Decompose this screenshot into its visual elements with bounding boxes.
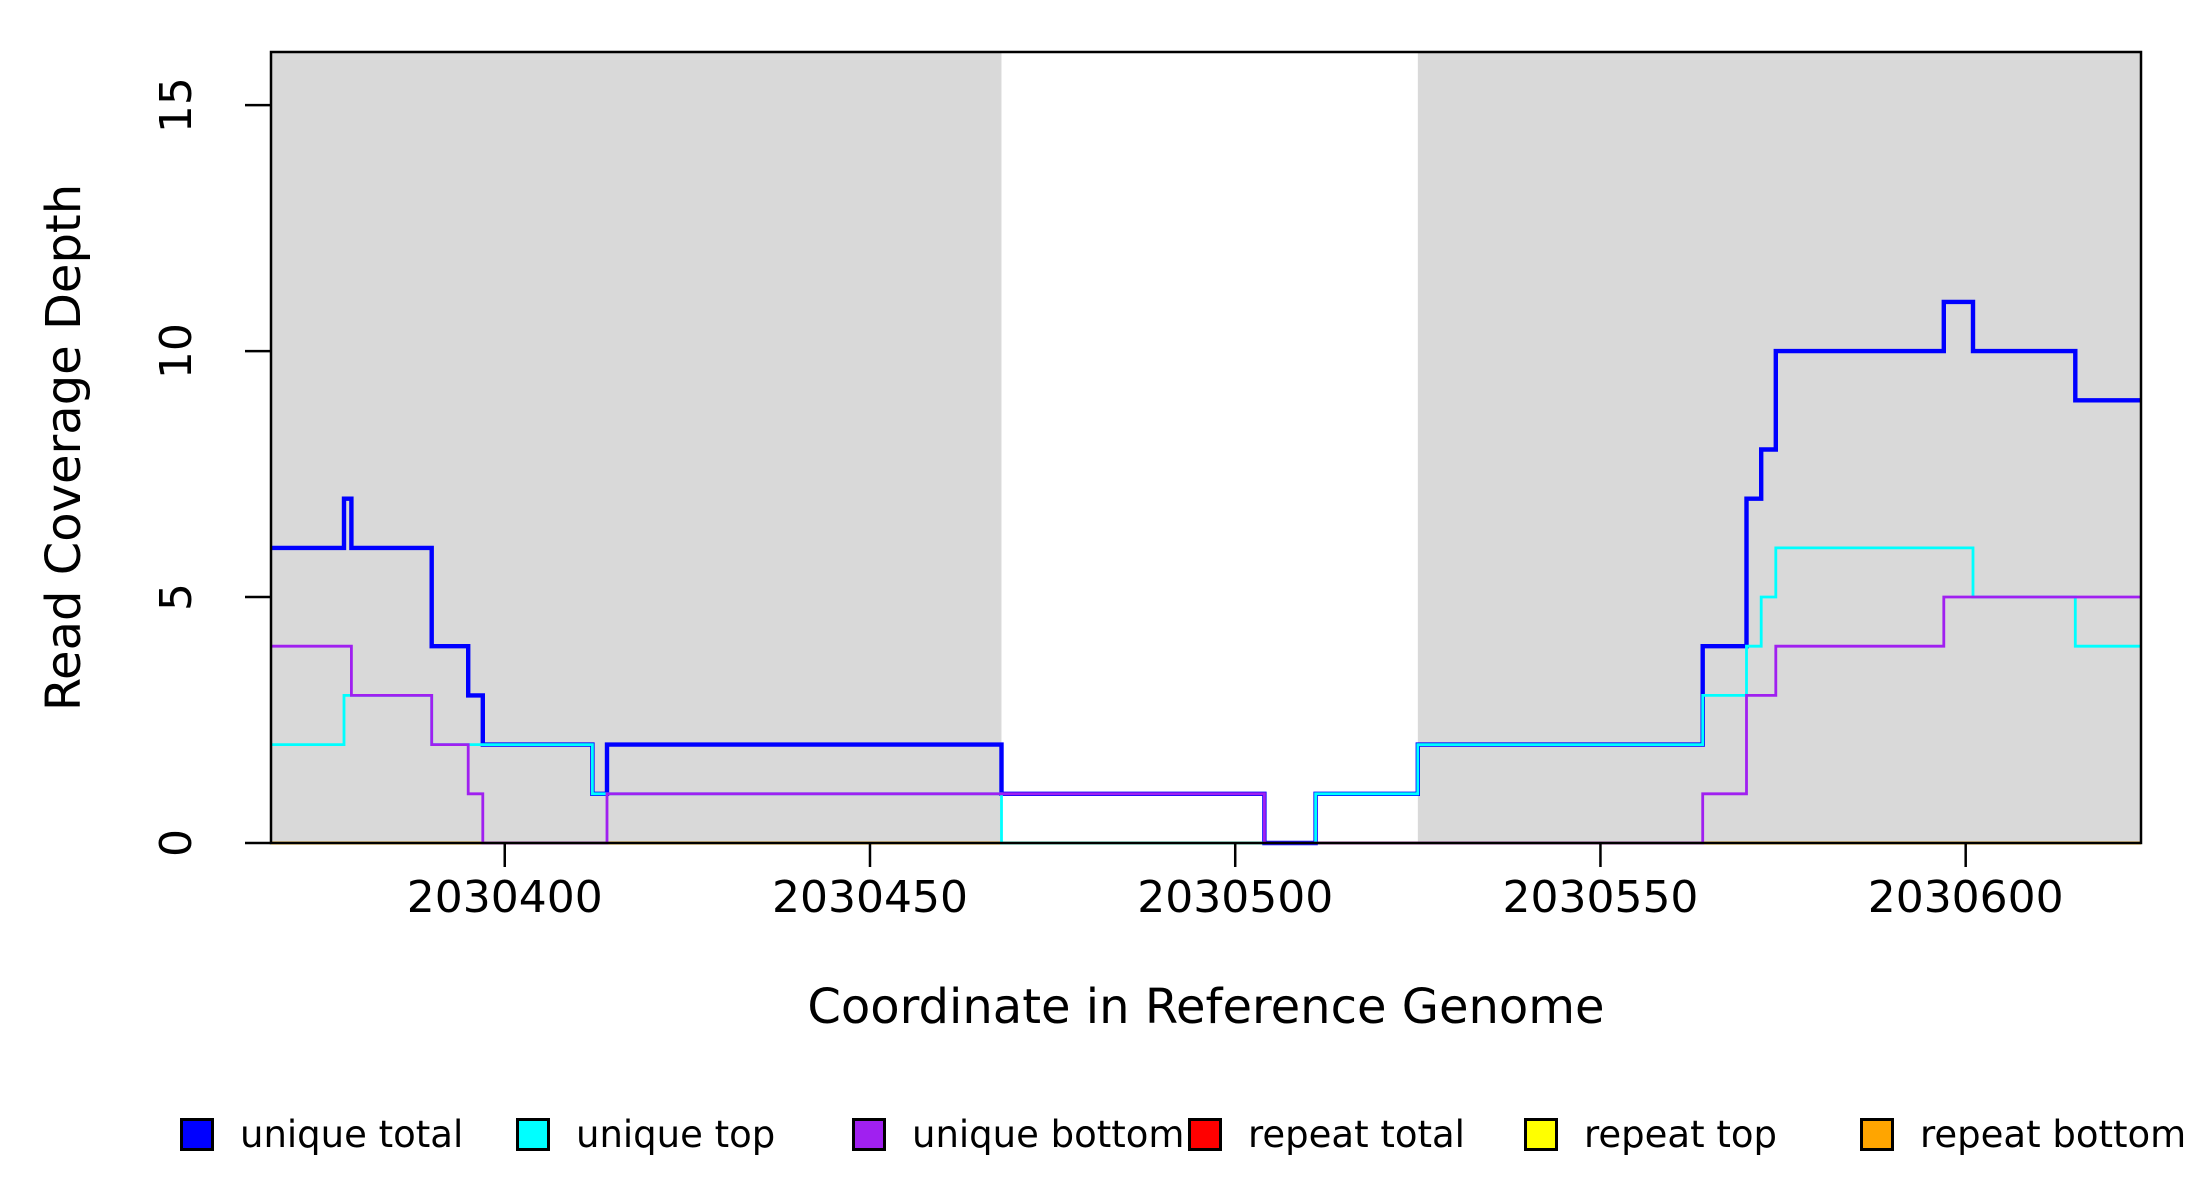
legend-label: unique total xyxy=(240,1112,464,1156)
x-tick-label: 2030500 xyxy=(1137,872,1333,923)
legend-item-repeat-top: repeat top xyxy=(1524,1106,1777,1162)
legend-item-unique-top: unique top xyxy=(516,1106,775,1162)
y-tick-label: 10 xyxy=(151,323,202,379)
legend-swatch-repeat-total-icon xyxy=(1188,1117,1222,1151)
x-tick-label: 2030550 xyxy=(1502,872,1698,923)
x-tick-label: 2030400 xyxy=(407,872,603,923)
legend-item-repeat-bottom: repeat bottom xyxy=(1860,1106,2186,1162)
shaded-repeat-regions xyxy=(271,52,2141,843)
legend-item-repeat-total: repeat total xyxy=(1188,1106,1465,1162)
plot-border xyxy=(269,50,2143,845)
legend-label: repeat total xyxy=(1248,1112,1465,1156)
axes: 2030400 2030450 2030500 2030550 2030600 0 5 10 1… xyxy=(151,50,2143,923)
legend-swatch-repeat-bottom-icon xyxy=(1860,1117,1894,1151)
legend: unique total unique top unique bottom re… xyxy=(0,1106,2200,1166)
y-tick-label: 0 xyxy=(151,829,202,857)
legend-swatch-repeat-top-icon xyxy=(1524,1117,1558,1151)
legend-label: repeat bottom xyxy=(1920,1112,2187,1156)
legend-swatch-unique-total-icon xyxy=(180,1117,214,1151)
legend-label: unique bottom xyxy=(912,1112,1185,1156)
legend-item-unique-total: unique total xyxy=(180,1106,463,1162)
shaded-region xyxy=(271,52,1002,843)
y-tick-label: 15 xyxy=(151,77,202,133)
legend-label: repeat top xyxy=(1584,1112,1777,1156)
y-axis-title: Read Coverage Depth xyxy=(36,184,92,711)
legend-label: unique top xyxy=(576,1112,776,1156)
legend-swatch-unique-top-icon xyxy=(516,1117,550,1151)
legend-item-unique-bottom: unique bottom xyxy=(852,1106,1184,1162)
x-tick-label: 2030600 xyxy=(1868,872,2064,923)
series-line-unique-bottom xyxy=(271,595,2141,845)
x-axis-title: Coordinate in Reference Genome xyxy=(807,979,1604,1035)
shaded-region xyxy=(1417,52,2141,843)
y-tick-label: 5 xyxy=(151,583,202,611)
x-tick-label: 2030450 xyxy=(772,872,968,923)
legend-swatch-unique-bottom-icon xyxy=(852,1117,886,1151)
